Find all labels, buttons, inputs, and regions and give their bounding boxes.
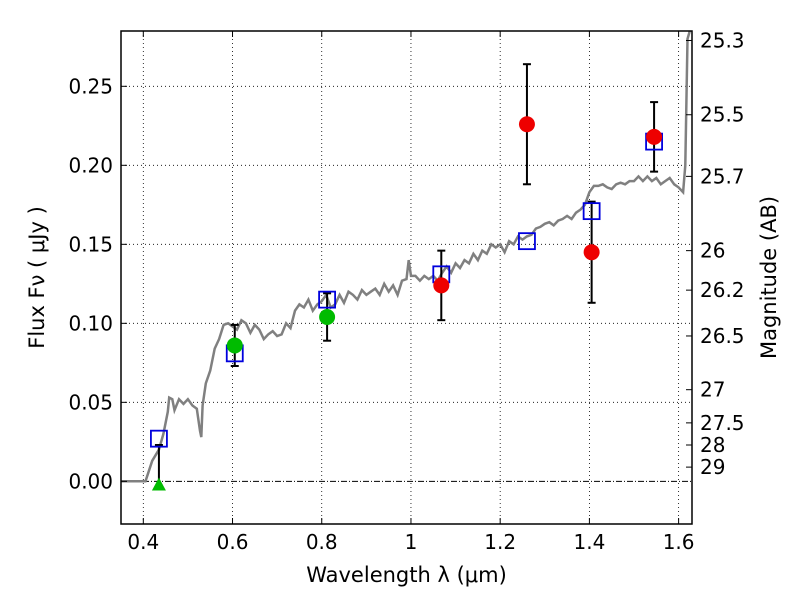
right-tick-label: 26 (700, 239, 725, 263)
y-tick-label: 0.20 (68, 153, 113, 177)
y-axis-label: Flux Fν ( μJy ) (25, 206, 49, 349)
right-tick-label: 28 (700, 433, 725, 457)
x-tick-label: 1.2 (484, 530, 516, 554)
sed-model-curve (121, 30, 692, 483)
y-tick-label: 0.00 (68, 469, 113, 493)
x-tick-label: 0.4 (127, 530, 159, 554)
x-tick-label: 0.8 (306, 530, 338, 554)
right-tick-label: 26.5 (700, 324, 745, 348)
right-axis-label: Magnitude (AB) (757, 196, 781, 359)
x-tick-label: 1.6 (663, 530, 695, 554)
upper-limit-point (151, 477, 166, 491)
x-tick-label: 1 (405, 530, 418, 554)
observed-flux-point (518, 116, 535, 133)
right-tick-label: 29 (700, 455, 725, 479)
x-axis-label: Wavelength λ (μm) (306, 563, 507, 587)
observed-flux-point (226, 337, 243, 354)
right-tick-label: 25.5 (700, 103, 745, 127)
plot-frame (120, 30, 693, 525)
observed-flux-point (433, 277, 450, 294)
axis-ticks: 0.4 0.6 0.8 1 1.2 1.4 1.6 0.00 0.05 0.10 0.15 0.20 0… (68, 28, 744, 554)
y-tick-label: 0.25 (68, 74, 113, 98)
right-tick-label: 25.7 (700, 164, 745, 188)
observed-flux-point (646, 128, 663, 145)
data-points (150, 63, 663, 491)
y-tick-label: 0.10 (68, 311, 113, 335)
x-tick-label: 0.6 (217, 530, 249, 554)
x-tick-label: 1.4 (573, 530, 605, 554)
model-photometry-point (518, 232, 536, 251)
right-tick-label: 27 (700, 378, 725, 402)
right-tick-label: 27.5 (700, 411, 745, 435)
y-tick-label: 0.15 (68, 232, 113, 256)
observed-flux-point (583, 244, 600, 261)
model-photometry-point (150, 429, 168, 448)
right-tick-label: 26.2 (700, 278, 745, 302)
y-tick-label: 0.05 (68, 390, 113, 414)
model-photometry-point (318, 290, 336, 309)
right-tick-label: 25.3 (700, 28, 745, 52)
model-photometry-point (582, 202, 601, 221)
observed-flux-point (319, 309, 336, 326)
